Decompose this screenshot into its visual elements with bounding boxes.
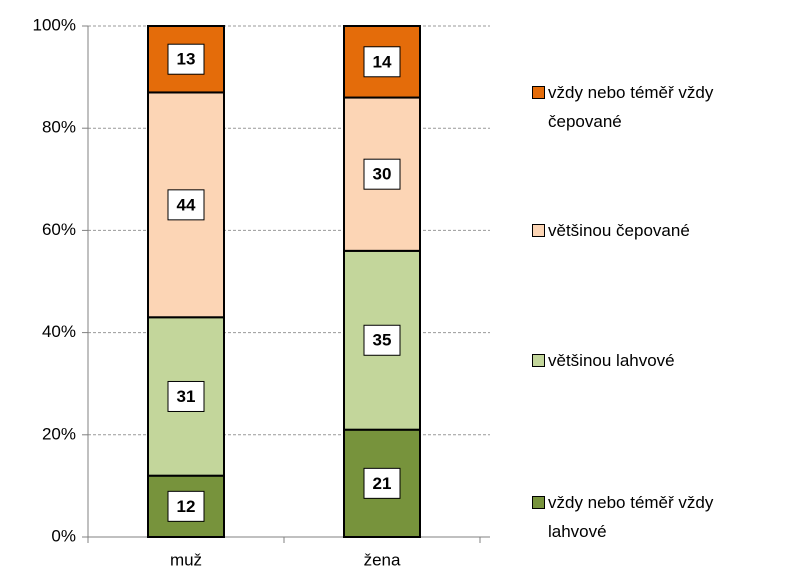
- y-tick-label: 20%: [42, 424, 76, 443]
- data-label-box: [167, 380, 205, 412]
- data-label: 21: [373, 474, 392, 493]
- legend-item: vždy nebo téměř vždy lahvové: [532, 488, 772, 546]
- legend-item: většinou lahvové: [532, 346, 772, 375]
- y-tick-label: 0%: [51, 526, 76, 545]
- legend-label: vždy nebo téměř vždy lahvové: [548, 493, 714, 541]
- data-label: 14: [373, 52, 392, 71]
- y-tick-label: 60%: [42, 220, 76, 239]
- data-label: 44: [177, 195, 196, 214]
- data-label-box: [363, 46, 401, 78]
- x-tick-label: muž: [170, 550, 202, 569]
- data-label: 30: [373, 165, 392, 184]
- data-label-box: [167, 490, 205, 522]
- y-tick-label: 100%: [33, 15, 76, 34]
- y-tick-label: 40%: [42, 322, 76, 341]
- legend-swatch: [532, 496, 545, 509]
- data-label-box: [363, 467, 401, 499]
- data-label: 35: [373, 331, 392, 350]
- data-label: 31: [177, 387, 196, 406]
- legend-item: většinou čepované: [532, 216, 772, 245]
- legend-swatch: [532, 86, 545, 99]
- data-label: 13: [177, 50, 196, 69]
- legend-swatch: [532, 224, 545, 237]
- data-label: 12: [177, 497, 196, 516]
- y-tick-label: 80%: [42, 118, 76, 137]
- data-label-box: [363, 158, 401, 190]
- legend-swatch: [532, 354, 545, 367]
- legend-label: většinou lahvové: [548, 351, 675, 370]
- legend-label: většinou čepované: [548, 221, 690, 240]
- data-label-box: [363, 324, 401, 356]
- data-label-box: [167, 189, 205, 221]
- data-label-box: [167, 43, 205, 75]
- x-tick-label: žena: [364, 550, 401, 569]
- legend-item: vždy nebo téměř vždy čepované: [532, 78, 772, 136]
- legend-label: vždy nebo téměř vždy čepované: [548, 83, 714, 131]
